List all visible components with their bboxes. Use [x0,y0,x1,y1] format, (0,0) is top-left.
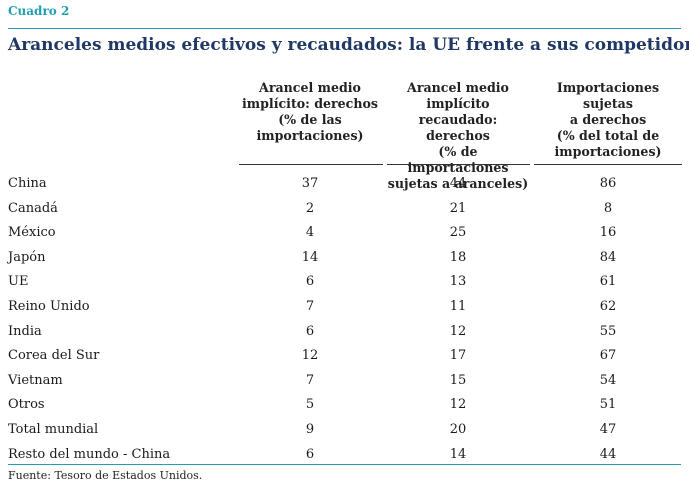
dutiable-imports-value: 47 [599,421,617,437]
dutiable-imports-value: 54 [599,372,617,388]
country-name: Resto del mundo - China [8,446,171,462]
country-name: Otros [8,397,45,413]
dutiable-imports-value: 62 [599,298,617,314]
dutiable-imports-value: 86 [599,176,617,191]
dutiable-imports-value: 8 [603,200,613,216]
table-body: China 37 44 86 Canadá 2 21 8 México 4 25… [0,172,689,467]
column-header-3: Importaciones sujetas a derechos (% del … [533,80,683,160]
top-rule [8,28,681,29]
box-label: Cuadro 2 [8,4,70,18]
collected-tariff-value: 15 [449,372,467,388]
column-header-1: Arancel medio implícito: derechos (% de … [237,80,383,144]
table-row: Corea del Sur 12 17 67 [0,344,689,369]
country-name: Corea del Sur [8,348,100,364]
column-header-line: Arancel medio [407,80,509,95]
table-row: Japón 14 18 84 [0,246,689,271]
country-name: Japón [8,249,46,265]
country-name: Reino Unido [8,298,90,314]
table-row: India 6 12 55 [0,320,689,345]
table-row: Otros 5 12 51 [0,393,689,418]
column-header-line: (% de importaciones [407,144,509,175]
table-row: Vietnam 7 15 54 [0,369,689,394]
column-header-2: Arancel medio implícito recaudado: derec… [386,80,530,192]
collected-tariff-value: 13 [449,274,467,290]
country-name: Canadá [8,200,58,216]
dutiable-imports-value: 84 [599,249,617,265]
column-header-line: (% del total de [556,128,660,143]
implicit-tariff-value: 7 [305,298,315,314]
table-row: Canadá 2 21 8 [0,197,689,222]
dutiable-imports-value: 51 [599,397,617,413]
dutiable-imports-value: 16 [599,225,617,241]
implicit-tariff-value: 4 [305,225,315,241]
implicit-tariff-value: 12 [301,348,319,364]
collected-tariff-value: 25 [449,225,467,241]
collected-tariff-value: 21 [449,200,467,216]
column-header-line: derechos [426,128,490,143]
table-row: Total mundial 9 20 47 [0,418,689,443]
source-note: Fuente: Tesoro de Estados Unidos. [8,469,203,482]
column-header-line: a derechos [569,112,647,127]
implicit-tariff-value: 6 [305,323,315,339]
column-header-line: implícito recaudado: [418,96,498,127]
dutiable-imports-value: 55 [599,323,617,339]
column-header-line: sujetas a aranceles) [387,176,529,191]
collected-tariff-value: 12 [449,323,467,339]
country-name: UE [8,274,29,290]
implicit-tariff-value: 5 [305,397,315,413]
column-header-line: Arancel medio [259,80,361,95]
table-row: México 4 25 16 [0,221,689,246]
column-header-line: Importaciones sujetas [556,80,660,111]
implicit-tariff-value: 2 [305,200,315,216]
column-header-line: importaciones) [256,128,364,143]
collected-tariff-value: 12 [449,397,467,413]
implicit-tariff-value: 9 [305,421,315,437]
collected-tariff-value: 14 [449,446,467,462]
column-1-rule [239,164,383,165]
country-name: Total mundial [8,421,99,437]
country-name: México [8,225,56,241]
bottom-rule [8,464,681,465]
collected-tariff-value: 20 [449,421,467,437]
implicit-tariff-value: 6 [305,446,315,462]
implicit-tariff-value: 7 [305,372,315,388]
column-header-line: implícito: derechos [242,96,378,111]
column-2-rule [387,164,530,165]
table-row: UE 6 13 61 [0,270,689,295]
column-header-line: importaciones) [554,144,662,159]
implicit-tariff-value: 37 [301,176,319,191]
collected-tariff-value: 17 [449,348,467,364]
collected-tariff-value: 44 [449,176,467,191]
table-row: China 37 44 86 [0,172,689,197]
table-title: Aranceles medios efectivos y recaudados:… [8,35,689,55]
implicit-tariff-value: 6 [305,274,315,290]
country-name: China [8,176,47,191]
column-header-line: (% de las [278,112,342,127]
dutiable-imports-value: 61 [599,274,617,290]
country-name: Vietnam [8,372,63,388]
dutiable-imports-value: 44 [599,446,617,462]
dutiable-imports-value: 67 [599,348,617,364]
country-name: India [8,323,42,339]
column-3-rule [534,164,682,165]
table-row: Reino Unido 7 11 62 [0,295,689,320]
collected-tariff-value: 18 [449,249,467,265]
table-row: Resto del mundo - China 6 14 44 [0,443,689,468]
collected-tariff-value: 11 [449,298,467,314]
implicit-tariff-value: 14 [301,249,319,265]
